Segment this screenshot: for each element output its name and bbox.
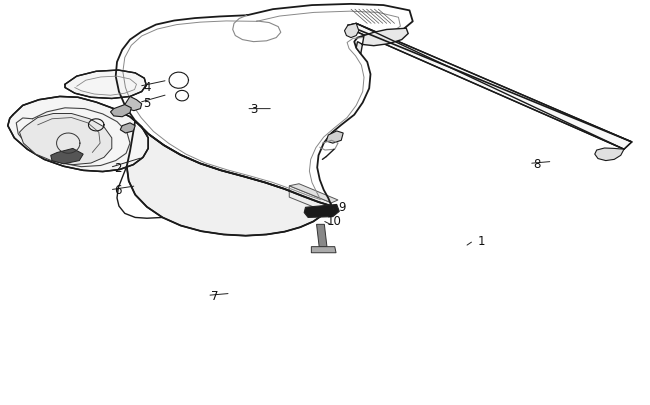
Polygon shape — [127, 122, 332, 236]
Polygon shape — [51, 149, 83, 164]
Text: 1: 1 — [478, 234, 486, 247]
Polygon shape — [348, 24, 632, 150]
Polygon shape — [20, 114, 112, 165]
Polygon shape — [289, 184, 338, 203]
Polygon shape — [289, 186, 332, 215]
Polygon shape — [326, 132, 343, 144]
Polygon shape — [595, 149, 624, 161]
Polygon shape — [111, 105, 131, 117]
Polygon shape — [344, 24, 359, 38]
Text: 3: 3 — [250, 103, 257, 116]
Text: 4: 4 — [143, 81, 151, 94]
Polygon shape — [304, 205, 339, 218]
Polygon shape — [317, 225, 327, 247]
Polygon shape — [356, 29, 408, 55]
Text: 5: 5 — [143, 97, 150, 110]
Polygon shape — [65, 71, 146, 99]
Polygon shape — [311, 247, 336, 253]
Polygon shape — [8, 97, 148, 172]
Text: 10: 10 — [326, 214, 341, 227]
Polygon shape — [120, 124, 135, 134]
Text: 2: 2 — [114, 162, 122, 175]
Text: 6: 6 — [114, 184, 122, 197]
Text: 9: 9 — [338, 200, 346, 213]
Polygon shape — [125, 97, 142, 111]
Text: 8: 8 — [533, 158, 540, 171]
Text: 7: 7 — [211, 289, 219, 302]
